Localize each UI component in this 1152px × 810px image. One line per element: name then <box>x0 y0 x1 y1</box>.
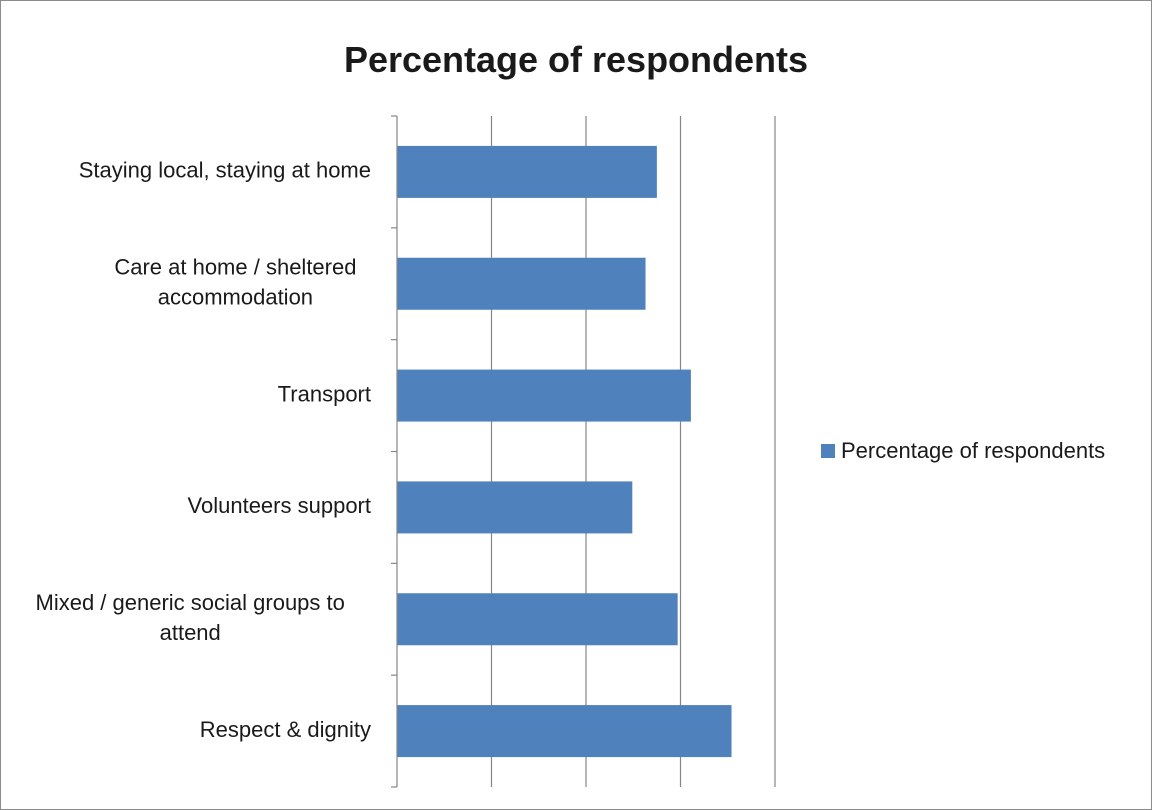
bar <box>397 481 633 534</box>
category-label: Respect & dignity <box>200 717 371 742</box>
category-axis <box>391 115 398 788</box>
category-label: Transport <box>278 381 371 406</box>
bar <box>397 145 657 198</box>
category-label: Volunteers support <box>188 493 371 518</box>
bar <box>397 593 678 646</box>
bar <box>397 705 732 758</box>
legend-swatch <box>821 444 835 458</box>
bars <box>397 145 732 758</box>
bar <box>397 369 691 422</box>
bar <box>397 257 646 310</box>
category-label: Care at home / sheltered <box>114 255 356 280</box>
category-label: Staying local, staying at home <box>79 158 371 183</box>
gridlines <box>490 116 776 787</box>
category-label: attend <box>160 620 221 645</box>
chart-title: Percentage of respondents <box>343 39 809 80</box>
category-labels: Staying local, staying at home Care at ho… <box>36 158 371 742</box>
legend-label: Percentage of respondents <box>841 438 1106 463</box>
category-label: accommodation <box>158 285 313 310</box>
legend: Percentage of respondents <box>821 438 1105 464</box>
category-label: Mixed / generic social groups to <box>36 590 345 615</box>
